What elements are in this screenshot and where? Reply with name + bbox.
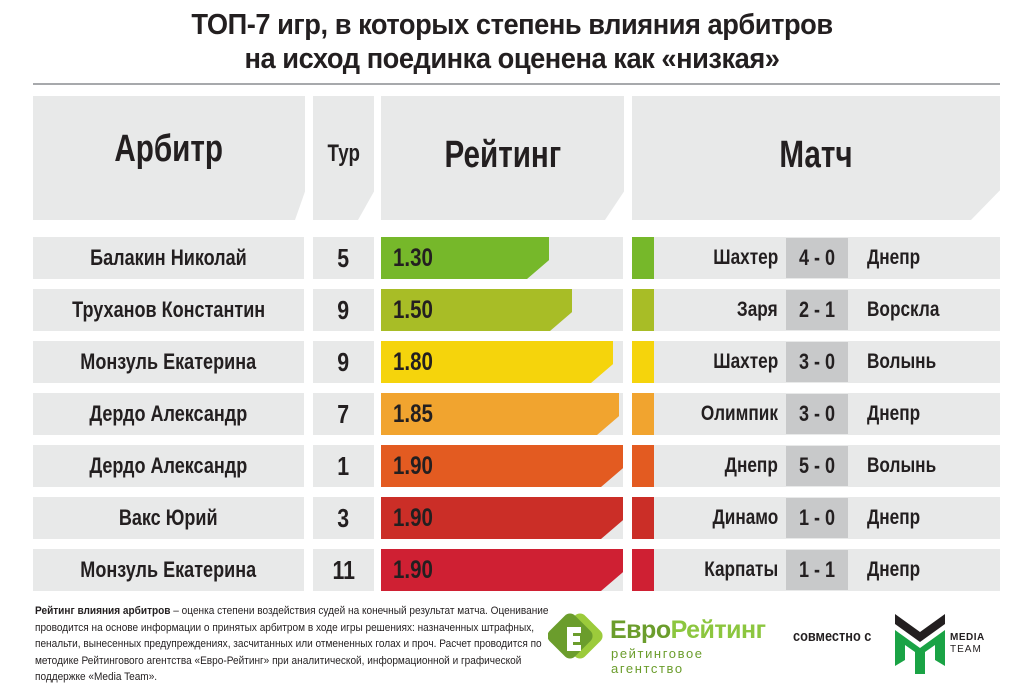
match-score: 5 - 0	[786, 446, 848, 486]
chart-title: ТОП-7 игр, в которых степень влияния арб…	[31, 8, 994, 76]
match-score: 1 - 1	[786, 550, 848, 590]
evro-reyting-subtitle: рейтинговое агентство	[611, 646, 704, 676]
match-cell: Олимпик 3 - 0 Днепр	[654, 393, 1000, 435]
tur-number: 7	[313, 393, 374, 435]
rating-bar: 1.90	[381, 497, 623, 539]
footnote-text: – оценка степени воздействия судей на ко…	[35, 605, 549, 683]
home-team: Днепр	[724, 454, 778, 477]
match-score: 3 - 0	[786, 394, 848, 434]
title-line-2: на исход поединка оценена как «низкая»	[244, 43, 780, 75]
arbitr-name: Дердо Александр	[33, 445, 304, 487]
rating-cell: 1.85	[381, 393, 623, 435]
evro-reyting-wordmark: ЕвроРейтинг	[610, 616, 766, 644]
home-team: Шахтер	[713, 246, 778, 269]
rating-color-swatch	[632, 341, 654, 383]
rating-cell: 1.90	[381, 445, 623, 487]
away-team: Днепр	[867, 246, 921, 269]
rating-value: 1.80	[393, 347, 433, 376]
away-team: Днепр	[867, 506, 921, 529]
tur-number: 9	[313, 289, 374, 331]
tur-number: 3	[313, 497, 374, 539]
rating-bar: 1.80	[381, 341, 613, 383]
match-score: 2 - 1	[786, 290, 848, 330]
arbitr-name: Монзуль Екатерина	[33, 549, 304, 591]
footnote-term: Рейтинг влияния арбитров	[35, 605, 171, 617]
media-team-wordmark: MEDIA TEAM	[950, 632, 985, 655]
media-team-emblem-icon	[895, 614, 945, 674]
arbitr-name: Вакс Юрий	[33, 497, 304, 539]
rating-bar: 1.90	[381, 445, 623, 487]
table-row: Балакин Николай 5 1.30 Шахтер 4 - 0 Днеп…	[0, 237, 1024, 279]
arbitr-name: Дердо Александр	[33, 393, 304, 435]
arbitr-name: Труханов Константин	[33, 289, 304, 331]
home-team: Заря	[737, 298, 778, 321]
rating-bar: 1.50	[381, 289, 572, 331]
rating-cell: 1.50	[381, 289, 623, 331]
away-team: Днепр	[867, 558, 921, 581]
match-score: 4 - 0	[786, 238, 848, 278]
rating-color-swatch	[632, 237, 654, 279]
away-team: Днепр	[867, 402, 921, 425]
home-team: Карпаты	[704, 558, 778, 581]
match-cell: Днепр 5 - 0 Волынь	[654, 445, 1000, 487]
rating-bar: 1.90	[381, 549, 623, 591]
away-team: Ворскла	[867, 298, 940, 321]
rating-value: 1.90	[393, 555, 433, 584]
together-with-label: совместно с	[793, 628, 872, 645]
tur-number: 9	[313, 341, 374, 383]
evro-reyting-logo: ЕвроРейтинг рейтинговое агентство	[547, 612, 778, 676]
evro-reyting-emblem-icon	[547, 613, 603, 659]
arbitr-name: Балакин Николай	[33, 237, 304, 279]
rating-color-swatch	[632, 497, 654, 539]
column-header-rating: Рейтинг	[381, 96, 624, 220]
match-score: 1 - 0	[786, 498, 848, 538]
rating-value: 1.85	[393, 399, 433, 428]
match-cell: Динамо 1 - 0 Днепр	[654, 497, 1000, 539]
tur-number: 1	[313, 445, 374, 487]
rating-value: 1.30	[393, 243, 433, 272]
match-cell: Карпаты 1 - 1 Днепр	[654, 549, 1000, 591]
media-team-logo: MEDIA TEAM	[893, 612, 1023, 674]
table-row: Монзуль Екатерина 9 1.80 Шахтер 3 - 0 Во…	[0, 341, 1024, 383]
match-score: 3 - 0	[786, 342, 848, 382]
home-team: Динамо	[712, 506, 778, 529]
rating-cell: 1.90	[381, 497, 623, 539]
home-team: Шахтер	[713, 350, 778, 373]
away-team: Волынь	[867, 350, 937, 373]
title-divider	[33, 83, 1000, 85]
tur-number: 5	[313, 237, 374, 279]
table-row: Труханов Константин 9 1.50 Заря 2 - 1 Во…	[0, 289, 1024, 331]
rating-bar: 1.30	[381, 237, 549, 279]
rating-color-swatch	[632, 445, 654, 487]
match-cell: Заря 2 - 1 Ворскла	[654, 289, 1000, 331]
rating-cell: 1.90	[381, 549, 623, 591]
table-row: Вакс Юрий 3 1.90 Динамо 1 - 0 Днепр	[0, 497, 1024, 539]
rating-value: 1.90	[393, 451, 433, 480]
table-row: Дердо Александр 7 1.85 Олимпик 3 - 0 Дне…	[0, 393, 1024, 435]
rating-cell: 1.80	[381, 341, 623, 383]
rating-color-swatch	[632, 393, 654, 435]
match-cell: Шахтер 4 - 0 Днепр	[654, 237, 1000, 279]
footnote: Рейтинг влияния арбитров – оценка степен…	[35, 603, 555, 686]
rating-color-swatch	[632, 549, 654, 591]
rating-value: 1.90	[393, 503, 433, 532]
away-team: Волынь	[867, 454, 937, 477]
column-header-match: Матч	[632, 96, 1000, 220]
table-row: Монзуль Екатерина 11 1.90 Карпаты 1 - 1 …	[0, 549, 1024, 591]
rating-color-swatch	[632, 289, 654, 331]
table-row: Дердо Александр 1 1.90 Днепр 5 - 0 Волын…	[0, 445, 1024, 487]
arbitr-name: Монзуль Екатерина	[33, 341, 304, 383]
rating-value: 1.50	[393, 295, 433, 324]
column-header-tur: Тур	[313, 96, 374, 220]
home-team: Олимпик	[700, 402, 778, 425]
tur-number: 11	[313, 549, 374, 591]
column-header-arbitr: Арбитр	[33, 96, 305, 220]
rating-bar: 1.85	[381, 393, 619, 435]
match-cell: Шахтер 3 - 0 Волынь	[654, 341, 1000, 383]
rating-cell: 1.30	[381, 237, 623, 279]
title-line-1: ТОП-7 игр, в которых степень влияния арб…	[191, 9, 833, 41]
